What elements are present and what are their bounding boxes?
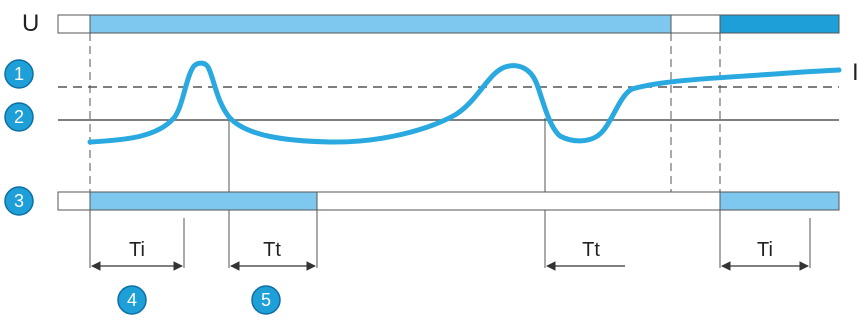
current-curve [87, 60, 842, 145]
marker-4-number: 4 [127, 290, 137, 310]
tt-label-2: Tt [582, 239, 600, 261]
output-bar-on-1 [89, 191, 318, 211]
marker-5-number: 5 [261, 290, 271, 310]
tt-label-1: Tt [263, 239, 281, 261]
marker-5: 5 [251, 285, 281, 315]
supply-bar-on-2 [719, 14, 840, 34]
marker-1-number: 1 [14, 64, 24, 84]
marker-3: 3 [4, 186, 34, 216]
current-label: I [852, 59, 859, 86]
marker-2-number: 2 [14, 107, 24, 127]
marker-1: 1 [4, 59, 34, 89]
supply-bar-on-1 [89, 14, 672, 34]
output-bar-on-2 [719, 191, 840, 211]
ti-label-2: Ti [757, 239, 773, 261]
ti-label-1: Ti [129, 239, 145, 261]
supply-label: U [22, 10, 39, 37]
marker-3-number: 3 [14, 191, 24, 211]
marker-4: 4 [117, 285, 147, 315]
marker-2: 2 [4, 102, 34, 132]
